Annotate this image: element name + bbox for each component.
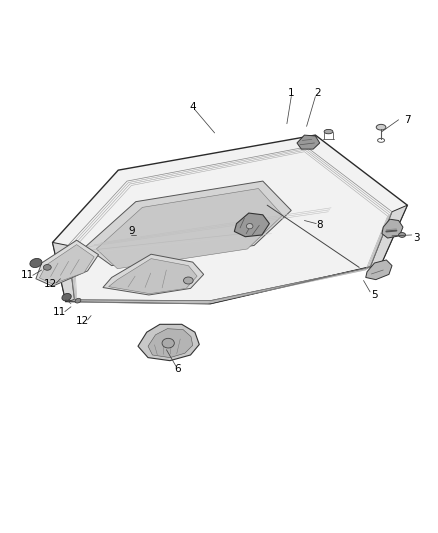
Polygon shape — [234, 213, 269, 237]
Text: 2: 2 — [314, 88, 321, 99]
Text: 5: 5 — [371, 290, 378, 300]
Ellipse shape — [30, 259, 42, 268]
Ellipse shape — [62, 294, 71, 301]
Ellipse shape — [399, 232, 406, 237]
Text: 4: 4 — [189, 102, 196, 111]
Polygon shape — [103, 254, 204, 295]
Polygon shape — [85, 181, 291, 265]
Ellipse shape — [75, 298, 81, 303]
Text: 3: 3 — [413, 233, 420, 243]
Text: 11: 11 — [21, 270, 34, 280]
Polygon shape — [109, 259, 197, 294]
Ellipse shape — [162, 338, 174, 348]
Polygon shape — [36, 240, 99, 286]
Text: 11: 11 — [53, 308, 66, 318]
Polygon shape — [53, 243, 74, 302]
Polygon shape — [382, 219, 403, 238]
Polygon shape — [148, 329, 193, 358]
Polygon shape — [66, 264, 381, 304]
Text: 6: 6 — [174, 365, 181, 374]
Ellipse shape — [43, 264, 51, 270]
Ellipse shape — [324, 130, 333, 134]
Text: 9: 9 — [128, 227, 135, 237]
Text: 12: 12 — [44, 279, 57, 289]
Text: 12: 12 — [76, 316, 89, 326]
Polygon shape — [138, 324, 199, 361]
Ellipse shape — [376, 124, 386, 130]
Polygon shape — [297, 135, 320, 149]
Polygon shape — [370, 205, 407, 268]
Text: 7: 7 — [404, 115, 411, 125]
Polygon shape — [366, 260, 392, 280]
Text: 1: 1 — [288, 88, 295, 99]
Polygon shape — [96, 189, 283, 269]
Ellipse shape — [246, 223, 253, 229]
Polygon shape — [53, 135, 407, 304]
Text: 8: 8 — [316, 220, 323, 230]
Polygon shape — [39, 245, 94, 284]
Ellipse shape — [184, 277, 193, 284]
